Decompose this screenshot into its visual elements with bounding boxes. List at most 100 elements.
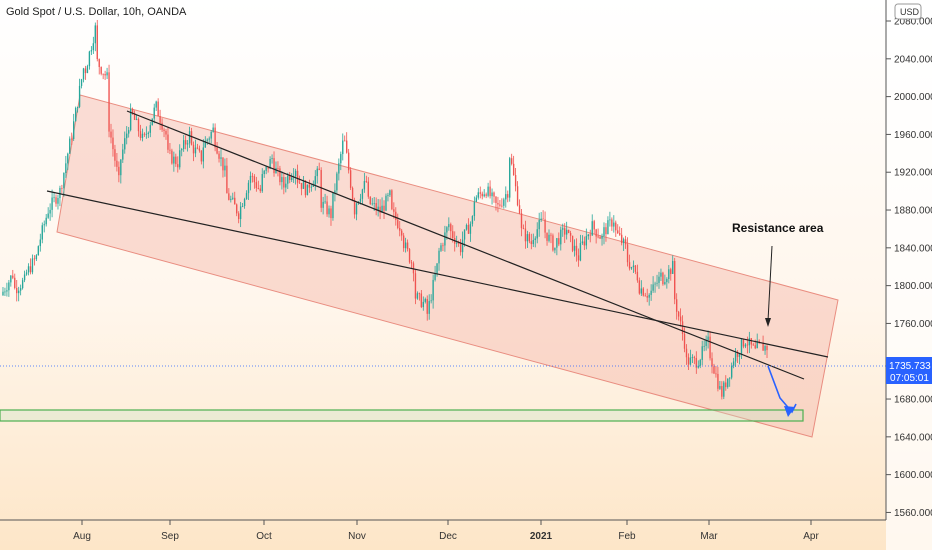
candle-body <box>713 366 715 374</box>
candle-body <box>381 205 383 213</box>
annotation-arrow-line <box>767 245 773 322</box>
candle-body <box>729 377 731 379</box>
support-zone <box>0 409 804 422</box>
candle-body <box>61 187 63 189</box>
candle-body <box>560 229 562 245</box>
candle-body <box>237 213 240 220</box>
y-tick-label: 2080.000 <box>894 17 932 28</box>
annotation-label: Resistance area <box>732 221 824 235</box>
candle-body <box>532 239 534 245</box>
x-tick-label: 2021 <box>530 531 553 542</box>
candle-body <box>10 275 12 283</box>
candle-body <box>493 192 495 197</box>
candle-body <box>200 150 203 162</box>
candle-body <box>642 288 644 296</box>
candle-body <box>239 206 242 220</box>
candle-body <box>442 245 444 247</box>
candle-body <box>45 217 47 225</box>
candle-body <box>161 122 163 130</box>
candle-body <box>100 66 102 74</box>
candle-body <box>308 184 311 188</box>
candle-body <box>234 197 236 205</box>
candle-body <box>218 153 220 159</box>
candle-body <box>638 280 641 294</box>
candle-body <box>679 316 682 322</box>
candle-body <box>662 272 664 285</box>
y-tick-label: 1560.000 <box>894 508 932 519</box>
candle-body <box>116 160 118 167</box>
candle-body <box>617 230 619 234</box>
candle-body <box>432 279 434 301</box>
candle-body <box>434 273 436 280</box>
candle-body <box>253 176 256 183</box>
candle-body <box>57 198 59 204</box>
candle-body <box>499 204 501 206</box>
y-tick-label: 1840.000 <box>894 243 932 254</box>
candle-body <box>575 245 578 256</box>
candle-body <box>92 43 95 51</box>
candle-body <box>699 359 701 366</box>
candle-body <box>340 154 342 164</box>
candle-body <box>754 345 756 349</box>
candle-body <box>562 228 564 230</box>
candle-body <box>173 156 175 164</box>
currency-badge[interactable]: USD <box>894 3 922 20</box>
candle-body <box>19 288 22 291</box>
candle-body <box>607 220 609 235</box>
currency-badge-box[interactable] <box>894 3 922 20</box>
candle-body <box>687 357 690 365</box>
candle-body <box>245 193 248 199</box>
candle-body <box>251 175 254 177</box>
candle-body <box>654 283 656 285</box>
candle-body <box>660 272 662 277</box>
candle-body <box>438 250 440 264</box>
support-box <box>0 409 804 422</box>
candle-body <box>291 177 293 180</box>
candle-body <box>658 276 660 283</box>
candle-body <box>6 290 8 292</box>
candle-body <box>214 127 216 148</box>
candle-body <box>230 198 232 200</box>
candle-body <box>467 225 470 234</box>
candle-body <box>222 157 224 171</box>
trendlines <box>46 110 829 380</box>
currency-label[interactable]: USD <box>900 7 920 17</box>
candle-body <box>689 357 692 365</box>
candle-body <box>674 261 676 300</box>
candle-body <box>208 138 210 140</box>
candle-body <box>35 255 38 260</box>
candle-body <box>88 51 91 67</box>
candle-body <box>457 242 460 244</box>
candle-body <box>389 190 391 196</box>
x-tick-label: Sep <box>161 531 179 542</box>
candle-body <box>401 230 403 236</box>
candle-body <box>524 228 527 242</box>
candle-body <box>636 271 639 281</box>
candle-body <box>283 177 285 188</box>
candle-body <box>507 194 509 198</box>
candle-body <box>387 195 389 197</box>
candle-body <box>764 345 766 351</box>
candle-body <box>14 277 16 288</box>
candle-body <box>489 186 491 197</box>
candle-body <box>648 294 650 298</box>
candle-body <box>664 282 666 285</box>
annotation: Resistance area <box>732 221 824 327</box>
candle-body <box>126 133 128 139</box>
candle-body <box>538 220 540 230</box>
candle-body <box>53 197 55 199</box>
candle-body <box>471 216 474 224</box>
candle-body <box>670 269 672 274</box>
candle-body <box>426 298 428 314</box>
candle-body <box>349 170 352 188</box>
candle-body <box>159 116 161 123</box>
candle-body <box>149 125 151 133</box>
candle-body <box>80 79 83 86</box>
candle-body <box>177 164 179 168</box>
candle-body <box>703 345 705 347</box>
candle-body <box>69 138 71 154</box>
candle-body <box>163 129 165 131</box>
candle-body <box>314 176 316 185</box>
candle-body <box>510 158 513 164</box>
candle-body <box>273 158 275 174</box>
